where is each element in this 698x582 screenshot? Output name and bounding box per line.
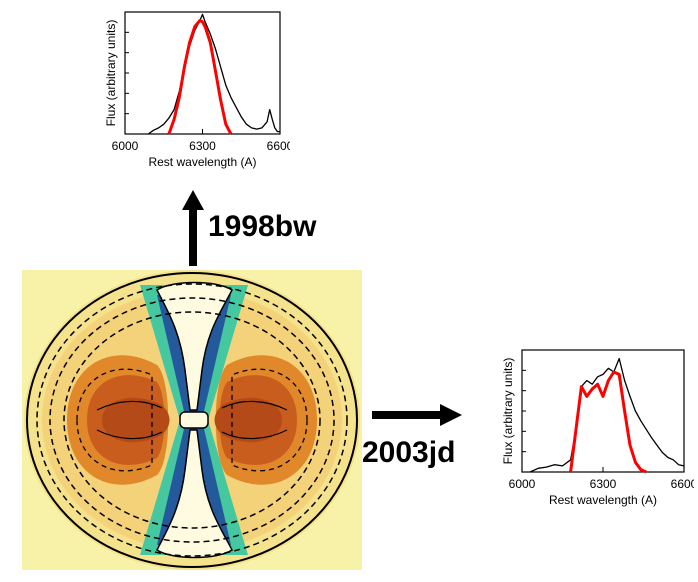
observed-spectrum-line (147, 13, 280, 135)
arrow-right-icon (372, 404, 462, 426)
y-axis-label: Flux (arbitrary units) (501, 358, 515, 465)
y-axis-label: Flux (arbitrary units) (104, 20, 118, 127)
x-tick-label: 6000 (509, 477, 536, 491)
spectrum-chart-1998bw: 6000 6300 6600 Rest wavelength (A) Flux (arb… (104, 11, 290, 169)
x-tick-label: 6300 (189, 139, 216, 153)
spectrum-chart-2003jd: 6000 6300 6600 Rest wavelength (A) Flux (arb… (501, 349, 694, 507)
label-1998bw: 1998bw (208, 210, 317, 243)
simulation-density-map (22, 270, 362, 570)
plot-frame (124, 11, 281, 135)
arrow-up-icon (182, 190, 204, 266)
label-2003jd: 2003jd (362, 436, 456, 469)
model-spectrum-line (569, 370, 647, 474)
x-tick-label: 6300 (590, 477, 617, 491)
observed-spectrum-line (529, 357, 685, 473)
model-spectrum-line (167, 19, 233, 135)
x-axis-label: Rest wavelength (A) (148, 155, 256, 169)
x-tick-label: 6600 (267, 139, 290, 153)
x-tick-label: 6600 (671, 477, 694, 491)
plot-frame (521, 349, 685, 473)
x-tick-label: 6000 (112, 139, 139, 153)
x-axis-label: Rest wavelength (A) (549, 493, 657, 507)
